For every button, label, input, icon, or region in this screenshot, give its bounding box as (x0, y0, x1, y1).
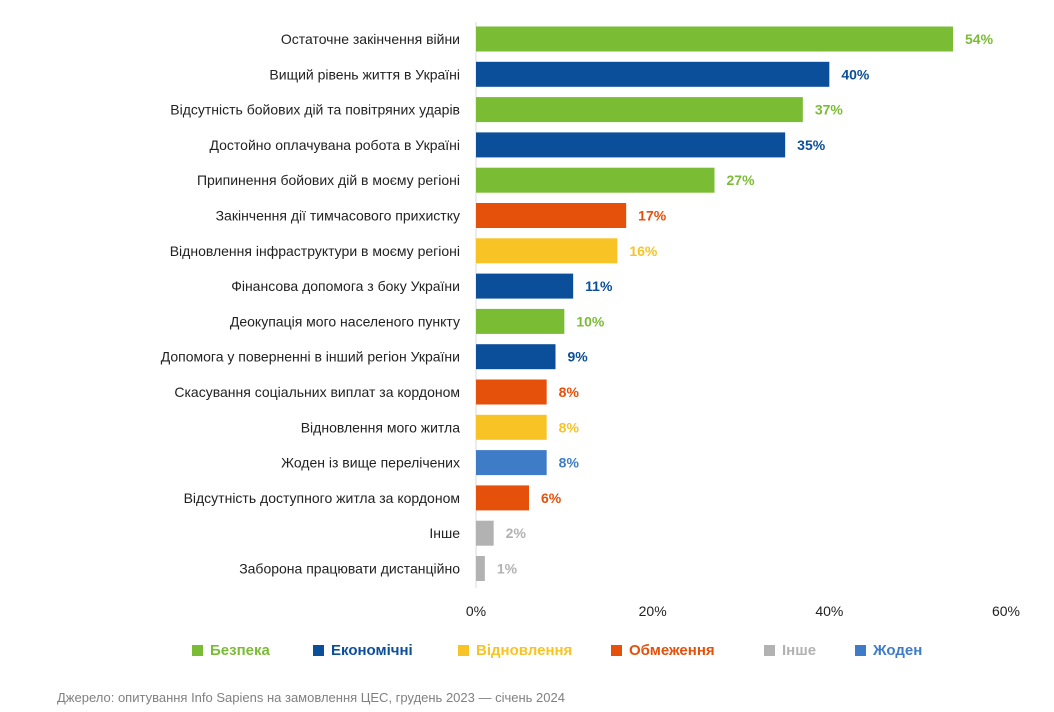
bar (476, 308, 565, 334)
bar (476, 344, 556, 370)
category-label: Відсутність бойових дій та повітряних уд… (170, 102, 460, 118)
bar (476, 203, 627, 228)
bar (476, 520, 494, 546)
legend-item: Обмеження (611, 642, 715, 659)
category-label: Скасування соціальних виплат за кордоном (174, 384, 460, 400)
value-label: 2% (506, 525, 527, 541)
category-label: Заборона працювати дистанційно (239, 561, 460, 577)
bar (476, 450, 547, 476)
value-label: 16% (629, 243, 658, 259)
bar (476, 485, 529, 511)
bar (476, 97, 803, 123)
category-label: Жоден із вище перелічених (281, 455, 460, 471)
x-axis-ticks: 0% 20% 40% 60% (466, 603, 1020, 619)
legend-item: Інше (764, 642, 816, 659)
legend-swatch (611, 645, 622, 656)
value-label: 35% (797, 137, 826, 153)
bar (476, 26, 953, 52)
bar (476, 379, 547, 405)
x-tick-label: 20% (639, 603, 667, 619)
bar (476, 61, 830, 87)
category-label: Інше (429, 525, 460, 541)
category-label: Відсутність доступного житла за кордоном (184, 490, 460, 506)
category-label: Фінансова допомога з боку України (231, 278, 460, 294)
legend-label: Економічні (331, 642, 413, 659)
category-labels: Остаточне закінчення війни Вищий рівень ж… (161, 31, 461, 577)
category-label: Достойно оплачувана робота в Україні (210, 137, 461, 153)
value-label: 9% (568, 349, 589, 365)
legend-item: Відновлення (458, 642, 572, 659)
value-label: 37% (815, 102, 844, 118)
bar (476, 167, 715, 193)
legend-swatch (458, 645, 469, 656)
value-labels: 54% 40% 37% 35% 27% 17% 16% 11% 10% 9% 8% 8% 8% 6% 2% 1… (497, 31, 994, 577)
value-label: 8% (559, 384, 580, 400)
value-label: 8% (559, 455, 580, 471)
category-label: Відновлення мого житла (301, 419, 460, 435)
bar (476, 238, 618, 264)
category-label: Допомога у поверненні в інший регіон Укр… (161, 349, 460, 365)
legend-swatch (855, 645, 866, 656)
value-label: 27% (727, 172, 756, 188)
legend-label: Відновлення (476, 642, 573, 659)
legend-swatch (192, 645, 203, 656)
legend-item: Економічні (313, 642, 413, 659)
category-label: Припинення бойових дій в моєму регіоні (197, 172, 460, 188)
category-label: Остаточне закінчення війни (281, 31, 460, 47)
legend-label: Інше (782, 642, 817, 659)
value-label: 1% (497, 561, 518, 577)
value-label: 10% (576, 313, 605, 329)
value-label: 17% (638, 208, 667, 224)
value-label: 40% (841, 66, 870, 82)
bar (476, 132, 786, 158)
category-label: Відновлення інфраструктури в моєму регіо… (170, 243, 460, 259)
x-tick-label: 0% (466, 603, 486, 619)
legend-label: Обмеження (629, 642, 715, 659)
legend-item: Безпека (192, 642, 270, 659)
legend-label: Безпека (210, 642, 270, 659)
value-label: 6% (541, 490, 562, 506)
x-tick-label: 40% (815, 603, 843, 619)
legend-swatch (764, 645, 775, 656)
bar (476, 273, 574, 299)
source-note: Джерело: опитування Info Sapiens на замо… (57, 690, 565, 705)
value-label: 54% (965, 31, 994, 47)
legend-label: Жоден (873, 642, 923, 659)
legend-item: Жоден (855, 642, 922, 659)
bars-group (476, 26, 953, 581)
bar (476, 414, 547, 440)
value-label: 11% (585, 278, 613, 294)
bar (476, 556, 485, 581)
category-label: Деокупація мого населеного пункту (230, 313, 460, 329)
value-label: 8% (559, 419, 580, 435)
x-tick-label: 60% (992, 603, 1020, 619)
category-label: Вищий рівень життя в Україні (269, 66, 460, 82)
category-label: Закінчення дії тимчасового прихистку (216, 208, 460, 224)
legend-swatch (313, 645, 324, 656)
